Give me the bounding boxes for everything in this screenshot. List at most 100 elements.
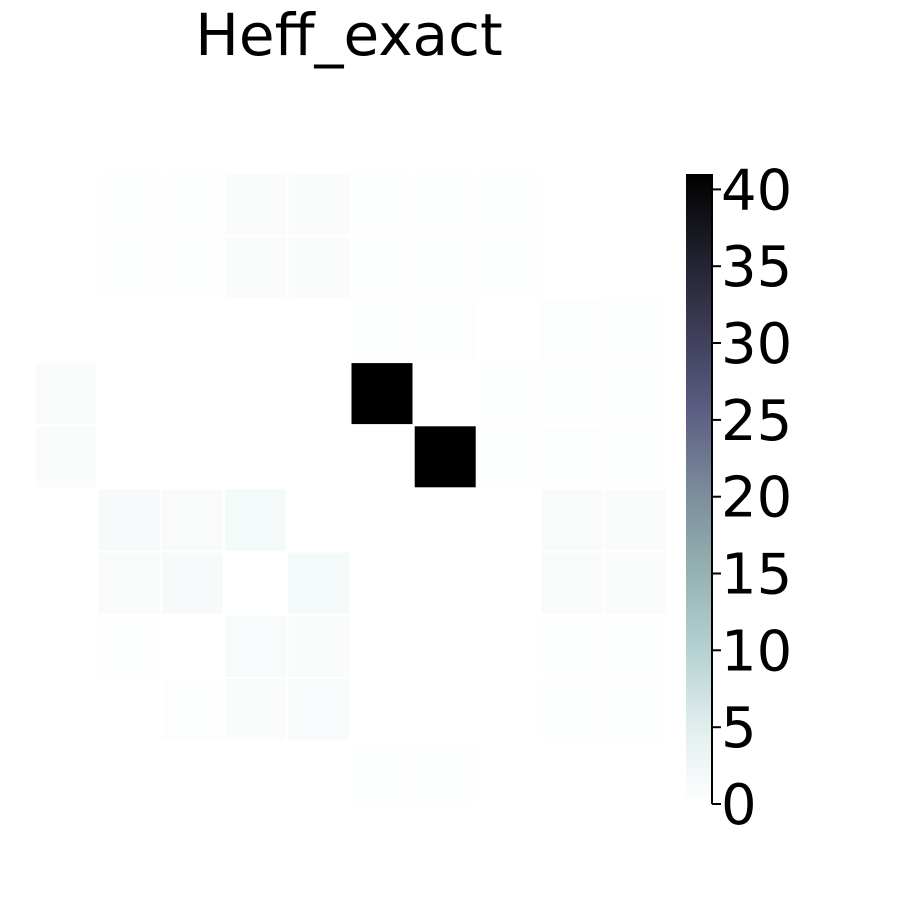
heatmap-cell-r4-c0 (35, 426, 97, 488)
heatmap-cell-r3-c2 (161, 363, 223, 425)
colorbar-ticks: 0 5 10 15 20 25 30 35 40 (712, 158, 792, 838)
heatmap-cell-r9-c0 (35, 742, 97, 804)
heatmap-cell-r1-c2 (161, 236, 223, 298)
heatmap-cell-r0-c5 (351, 173, 413, 235)
heatmap-cell-r3-c9 (604, 363, 666, 425)
heatmap-cell-r1-c4 (288, 236, 350, 298)
heatmap-cell-r0-c3 (225, 173, 287, 235)
heatmap-cell-r2-c9 (604, 299, 666, 361)
heatmap-cell-r9-c7 (477, 742, 539, 804)
heatmap-cell-r7-c4 (288, 615, 350, 677)
heatmap-cell-r6-c2 (161, 552, 223, 614)
heatmap-cell-r3-c8 (541, 363, 603, 425)
heatmap-cell-r8-c1 (98, 679, 160, 741)
heatmap-cell-r6-c6 (414, 552, 476, 614)
heatmap-cell-r5-c3 (225, 489, 287, 551)
heatmap-cell-r9-c5 (351, 742, 413, 804)
heatmap-cell-r4-c9 (604, 426, 666, 488)
colorbar-tick-label: 20 (721, 466, 792, 531)
heatmap-cell-r7-c1 (98, 615, 160, 677)
heatmap-cell-r0-c9 (604, 173, 666, 235)
colorbar-tick-label: 40 (721, 158, 792, 223)
heatmap-cell-r1-c6 (414, 236, 476, 298)
heatmap-cell-r0-c4 (288, 173, 350, 235)
heatmap-cell-r1-c5 (351, 236, 413, 298)
heatmap-cell-r6-c1 (98, 552, 160, 614)
heatmap-cell-r5-c2 (161, 489, 223, 551)
heatmap-cell-r6-c4 (288, 552, 350, 614)
heatmap-cell-r5-c0 (35, 489, 97, 551)
heatmap-cell-r2-c5 (351, 299, 413, 361)
colorbar-tick-label: 0 (721, 773, 757, 838)
heatmap-cell-r9-c4 (288, 742, 350, 804)
heatmap-cell-r7-c0 (35, 615, 97, 677)
heatmap-cell-r7-c7 (477, 615, 539, 677)
heatmap-cell-r8-c3 (225, 679, 287, 741)
heatmap-cell-r6-c0 (35, 552, 97, 614)
heatmap-cell-r8-c4 (288, 679, 350, 741)
heatmap-cell-r9-c9 (604, 742, 666, 804)
colorbar: 0 5 10 15 20 25 30 35 40 (686, 158, 792, 838)
heatmap-cell-r4-c6 (414, 426, 476, 488)
colorbar-tick-label: 10 (721, 619, 792, 684)
heatmap-cell-r4-c3 (225, 426, 287, 488)
heatmap-cell-r2-c3 (225, 299, 287, 361)
heatmap-cell-r1-c1 (98, 236, 160, 298)
heatmap-cell-r6-c7 (477, 552, 539, 614)
heatmap-cell-r8-c7 (477, 679, 539, 741)
heatmap-cell-r8-c9 (604, 679, 666, 741)
heatmap-cell-r5-c9 (604, 489, 666, 551)
heatmap-cell-r7-c9 (604, 615, 666, 677)
heatmap-cell-r4-c1 (98, 426, 160, 488)
heatmap-cell-r2-c7 (477, 299, 539, 361)
heatmap-cell-r9-c8 (541, 742, 603, 804)
heatmap-cell-r2-c2 (161, 299, 223, 361)
heatmap-cell-r6-c8 (541, 552, 603, 614)
heatmap-cell-r4-c2 (161, 426, 223, 488)
heatmap-grid (35, 173, 666, 804)
heatmap-cell-r1-c8 (541, 236, 603, 298)
colorbar-tick-label: 5 (721, 696, 757, 761)
colorbar-tick-label: 30 (721, 312, 792, 377)
heatmap-cell-r5-c1 (98, 489, 160, 551)
heatmap-cell-r1-c9 (604, 236, 666, 298)
heatmap-cell-r3-c4 (288, 363, 350, 425)
heatmap-cell-r0-c0 (35, 173, 97, 235)
heatmap-cell-r9-c6 (414, 742, 476, 804)
heatmap-cell-r6-c5 (351, 552, 413, 614)
heatmap-cell-r0-c6 (414, 173, 476, 235)
heatmap-cell-r2-c1 (98, 299, 160, 361)
heatmap-cell-r4-c8 (541, 426, 603, 488)
heatmap-cell-r8-c5 (351, 679, 413, 741)
heatmap-cell-r7-c8 (541, 615, 603, 677)
heatmap-cell-r0-c7 (477, 173, 539, 235)
heatmap-cell-r8-c0 (35, 679, 97, 741)
heatmap-cell-r2-c0 (35, 299, 97, 361)
heatmap-cell-r7-c5 (351, 615, 413, 677)
chart-title: Heff_exact (195, 1, 502, 69)
heatmap-cell-r5-c5 (351, 489, 413, 551)
colorbar-gradient (686, 174, 712, 804)
heatmap-cell-r8-c2 (161, 679, 223, 741)
heatmap-cell-r7-c6 (414, 615, 476, 677)
heatmap-cell-r7-c3 (225, 615, 287, 677)
heatmap-cell-r9-c1 (98, 742, 160, 804)
heatmap-cell-r4-c4 (288, 426, 350, 488)
heatmap-cell-r6-c3 (225, 552, 287, 614)
heatmap-cell-r5-c4 (288, 489, 350, 551)
colorbar-tick-label: 25 (721, 389, 792, 454)
heatmap-cell-r7-c2 (161, 615, 223, 677)
heatmap-cell-r2-c6 (414, 299, 476, 361)
heatmap-cell-r1-c3 (225, 236, 287, 298)
heatmap-cell-r3-c7 (477, 363, 539, 425)
heatmap-cell-r9-c3 (225, 742, 287, 804)
colorbar-tick-label: 15 (721, 543, 792, 608)
heatmap-cell-r3-c1 (98, 363, 160, 425)
heatmap-cell-r4-c7 (477, 426, 539, 488)
heatmap-cell-r5-c8 (541, 489, 603, 551)
heatmap-cell-r0-c1 (98, 173, 160, 235)
heatmap-cell-r3-c3 (225, 363, 287, 425)
heatmap-cell-r3-c0 (35, 363, 97, 425)
colorbar-tick-label: 35 (721, 235, 792, 300)
